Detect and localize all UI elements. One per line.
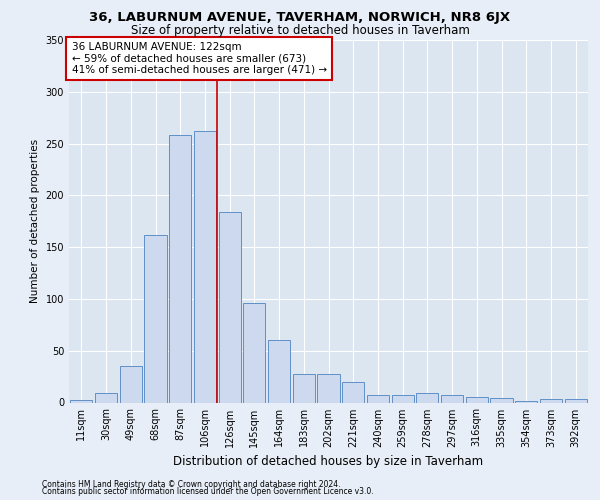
Bar	[95, 393, 117, 402]
Text: 36, LABURNUM AVENUE, TAVERHAM, NORWICH, NR8 6JX: 36, LABURNUM AVENUE, TAVERHAM, NORWICH, …	[89, 11, 511, 24]
Bar	[194, 131, 216, 402]
Text: 36 LABURNUM AVENUE: 122sqm
← 59% of detached houses are smaller (673)
41% of sem: 36 LABURNUM AVENUE: 122sqm ← 59% of deta…	[71, 42, 327, 75]
X-axis label: Distribution of detached houses by size in Taverham: Distribution of detached houses by size …	[173, 455, 484, 468]
Text: Contains HM Land Registry data © Crown copyright and database right 2024.: Contains HM Land Registry data © Crown c…	[42, 480, 341, 489]
Bar	[317, 374, 340, 402]
Bar	[367, 395, 389, 402]
Bar	[293, 374, 315, 402]
Bar	[466, 398, 488, 402]
Bar	[218, 212, 241, 402]
Bar	[416, 393, 439, 402]
Bar	[268, 340, 290, 402]
Bar	[565, 400, 587, 402]
Bar	[441, 395, 463, 402]
Text: Contains public sector information licensed under the Open Government Licence v3: Contains public sector information licen…	[42, 487, 374, 496]
Y-axis label: Number of detached properties: Number of detached properties	[30, 139, 40, 304]
Bar	[145, 234, 167, 402]
Bar	[243, 303, 265, 402]
Bar	[540, 400, 562, 402]
Bar	[169, 136, 191, 402]
Bar	[119, 366, 142, 403]
Bar	[70, 400, 92, 402]
Bar	[490, 398, 512, 402]
Bar	[342, 382, 364, 402]
Bar	[392, 395, 414, 402]
Text: Size of property relative to detached houses in Taverham: Size of property relative to detached ho…	[131, 24, 469, 37]
